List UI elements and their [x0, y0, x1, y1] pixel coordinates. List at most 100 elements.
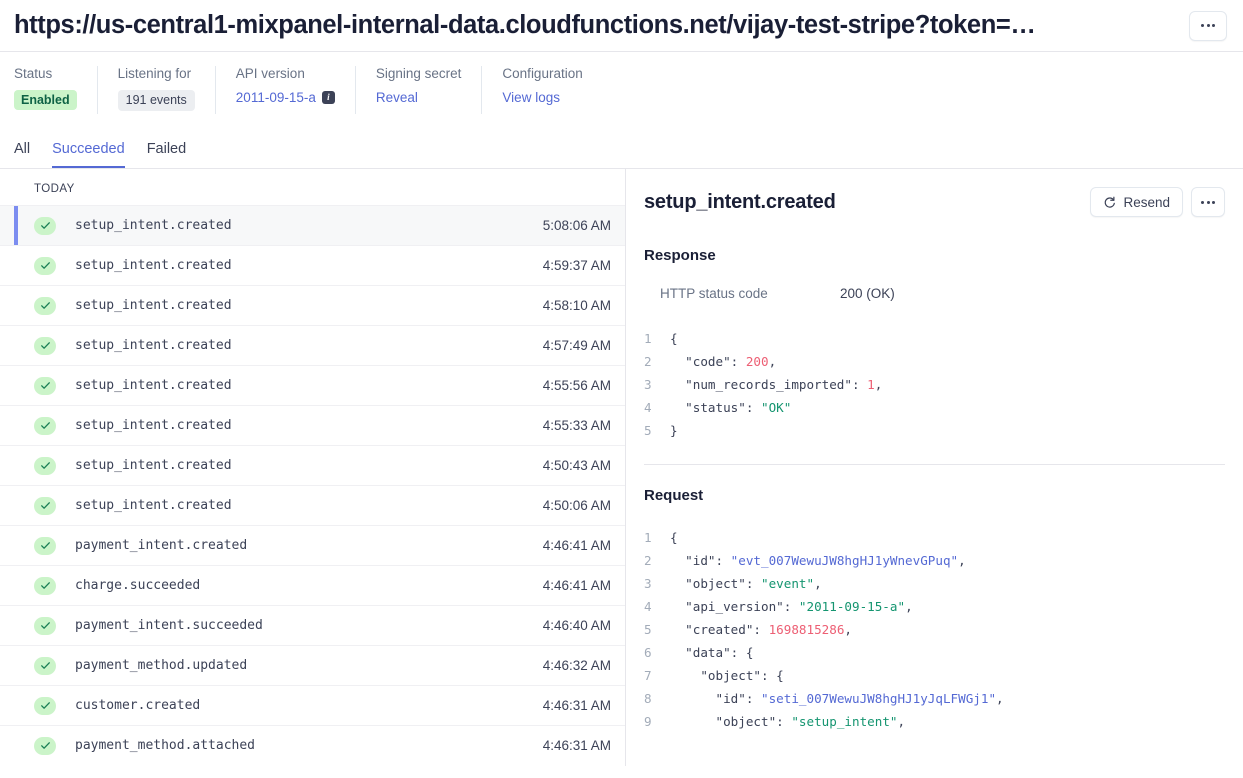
check-circle-icon — [34, 616, 56, 635]
check-circle-icon — [34, 736, 56, 755]
json-token-punct: , — [814, 576, 822, 591]
check-icon — [40, 542, 50, 549]
meta-cell-api-version: API version 2011-09-15-a i — [214, 66, 355, 114]
check-icon — [40, 502, 50, 509]
tab-all[interactable]: All — [14, 141, 31, 157]
response-section-title: Response — [644, 247, 716, 264]
line-number: 7 — [644, 668, 652, 683]
response-code-line: 3 "num_records_imported": 1, — [644, 373, 1225, 396]
check-icon — [40, 662, 50, 669]
event-row-name: setup_intent.created — [75, 498, 232, 513]
event-row-time: 4:46:41 AM — [542, 538, 611, 553]
meta-value-listening-for: 191 events — [117, 90, 195, 111]
event-row[interactable]: setup_intent.created 5:08:06 AM — [0, 205, 625, 245]
event-row-time: 4:50:06 AM — [542, 498, 611, 513]
json-token-punct: , — [874, 377, 883, 392]
json-token-text: "object": — [670, 576, 761, 591]
event-row-time: 4:46:32 AM — [542, 658, 611, 673]
event-row[interactable]: setup_intent.created 4:50:06 AM — [0, 485, 625, 525]
line-number: 6 — [644, 645, 652, 660]
json-token-num: 200 — [745, 354, 769, 369]
request-code-line-content: "created": 1698815286, — [670, 618, 852, 641]
reveal-secret-link[interactable]: Reveal — [375, 90, 418, 105]
event-row[interactable]: setup_intent.created 4:55:56 AM — [0, 365, 625, 405]
event-row[interactable]: setup_intent.created 4:58:10 AM — [0, 285, 625, 325]
meta-cell-listening-for: Listening for 191 events — [96, 66, 215, 114]
json-token-text: "api_version": — [670, 599, 799, 614]
line-number: 8 — [644, 691, 652, 706]
event-row-time: 4:57:49 AM — [542, 338, 611, 353]
event-row[interactable]: charge.succeeded 4:46:41 AM — [0, 565, 625, 605]
event-row-time: 4:55:33 AM — [542, 418, 611, 433]
event-list[interactable]: TODAY setup_intent.created 5:08:06 AM setu… — [0, 169, 626, 766]
check-icon — [40, 582, 50, 589]
event-row-time: 4:58:10 AM — [542, 298, 611, 313]
event-row[interactable]: setup_intent.created 4:50:43 AM — [0, 445, 625, 485]
check-icon — [40, 382, 50, 389]
check-icon — [40, 702, 50, 709]
refresh-icon — [1105, 196, 1116, 208]
resend-button[interactable]: Resend — [1090, 187, 1183, 217]
event-row[interactable]: setup_intent.created 4:59:37 AM — [0, 245, 625, 285]
request-section-title: Request — [644, 487, 704, 504]
tab-succeeded[interactable]: Succeeded — [52, 141, 125, 168]
check-circle-icon — [34, 576, 56, 595]
ellipsis-icon — [1206, 24, 1210, 27]
json-token-str: "OK" — [761, 400, 792, 415]
request-code-line: 3 "object": "event", — [644, 572, 1225, 595]
check-icon — [40, 742, 50, 749]
check-circle-icon — [34, 416, 56, 435]
endpoint-meta-strip: Status Enabled Listening for 191 events … — [14, 52, 1229, 130]
check-circle-icon — [34, 216, 56, 235]
view-logs-link[interactable]: View logs — [502, 90, 560, 105]
check-circle-icon — [34, 456, 56, 475]
event-row[interactable]: setup_intent.created 4:55:33 AM — [0, 405, 625, 445]
json-token-punct: , — [958, 553, 966, 568]
check-circle-icon — [34, 536, 56, 555]
json-token-link[interactable]: "evt_007WewuJW8hgHJ1yWnevGPuq" — [730, 553, 959, 568]
event-row-time: 4:46:41 AM — [542, 578, 611, 593]
titlebar-overflow-button[interactable] — [1189, 10, 1227, 41]
line-number: 2 — [644, 354, 652, 369]
json-token-text: "status": — [670, 400, 761, 415]
http-status-row: HTTP status code 200 (OK) — [644, 286, 1225, 301]
ellipsis-icon — [1206, 200, 1210, 204]
check-icon — [40, 342, 50, 349]
meta-value-api-version: 2011-09-15-a i — [236, 90, 335, 105]
event-row-name: customer.created — [75, 698, 201, 713]
resend-button-label: Resend — [1123, 194, 1170, 210]
request-code-line: 4 "api_version": "2011-09-15-a", — [644, 595, 1225, 618]
meta-value-status: Enabled — [14, 90, 77, 110]
json-token-num: 1 — [867, 377, 875, 392]
event-row-name: setup_intent.created — [75, 218, 232, 233]
event-row[interactable]: payment_intent.succeeded 4:46:40 AM — [0, 605, 625, 645]
tab-failed[interactable]: Failed — [146, 141, 187, 157]
event-row[interactable]: payment_method.attached 4:46:31 AM — [0, 725, 625, 765]
event-row[interactable]: setup_intent.created 4:57:49 AM — [0, 325, 625, 365]
event-row-name: payment_intent.created — [75, 538, 248, 553]
request-code-line-content: "api_version": "2011-09-15-a", — [670, 595, 913, 618]
line-number: 5 — [644, 622, 652, 637]
response-code-line-content: } — [670, 419, 678, 442]
meta-label-api-version: API version — [235, 66, 305, 81]
info-icon[interactable]: i — [321, 91, 335, 104]
detail-overflow-button[interactable] — [1191, 187, 1225, 217]
check-circle-icon — [34, 656, 56, 675]
response-code-line-content: { — [670, 327, 678, 350]
request-code-line: 1{ — [644, 526, 1225, 549]
json-token-punct: , — [768, 354, 777, 369]
request-code-line-content: "object": "setup_intent", — [670, 710, 905, 733]
api-version-link[interactable]: 2011-09-15-a — [235, 90, 316, 105]
list-section-header: TODAY — [34, 183, 75, 195]
check-circle-icon — [34, 256, 56, 275]
event-row-name: setup_intent.created — [75, 338, 232, 353]
request-code-line: 7 "object": { — [644, 664, 1225, 687]
meta-value-signing-secret: Reveal — [376, 90, 462, 105]
json-token-link[interactable]: "seti_007WewuJW8hgHJ1yJqLFWGj1" — [761, 691, 997, 706]
event-row[interactable]: payment_method.updated 4:46:32 AM — [0, 645, 625, 685]
event-row[interactable]: customer.created 4:46:31 AM — [0, 685, 625, 725]
line-number: 2 — [644, 553, 652, 568]
section-divider — [644, 464, 1225, 465]
response-code-block: 1{2 "code": 200, 3 "num_records_imported"… — [644, 327, 1225, 442]
event-row[interactable]: payment_intent.created 4:46:41 AM — [0, 525, 625, 565]
